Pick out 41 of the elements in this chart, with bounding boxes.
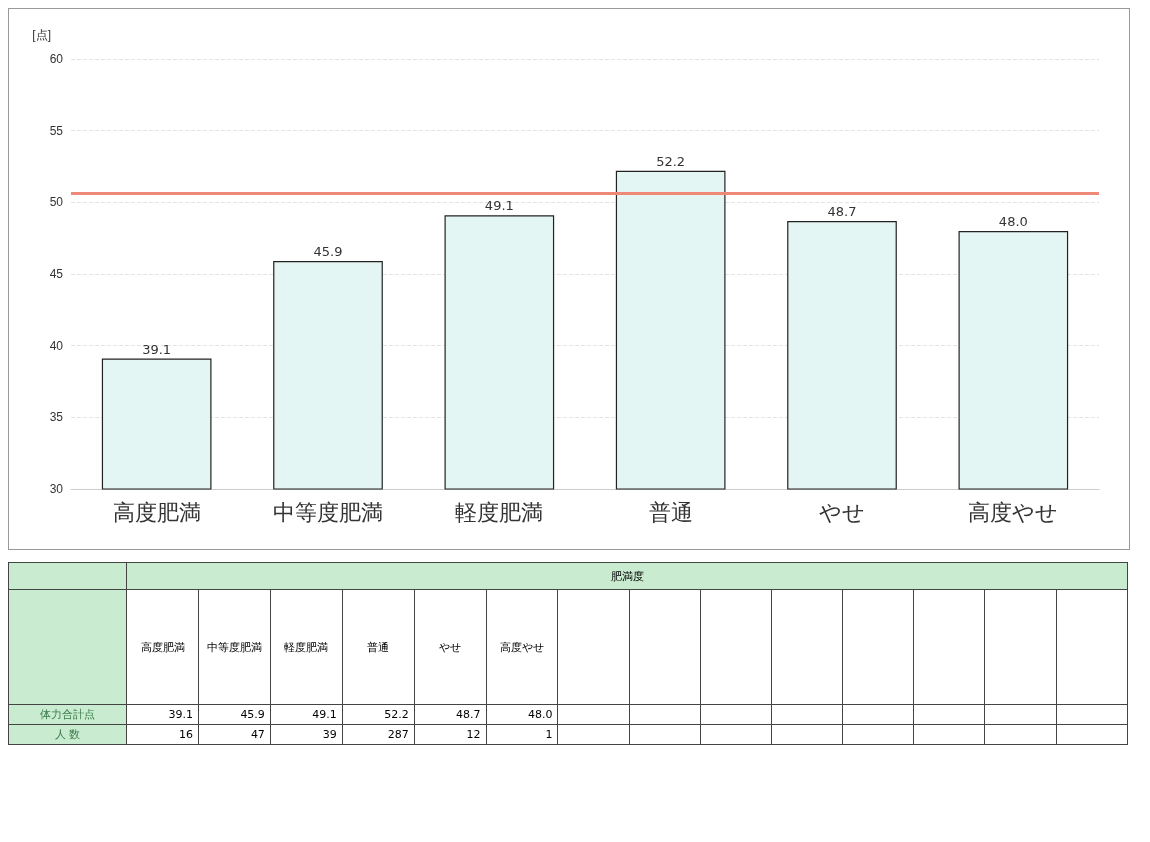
data-label: 45.9 [313,244,343,260]
category-label: 中等度肥満 [198,589,271,705]
data-label: 39 [270,724,343,745]
category-label: やせ [414,589,487,705]
y-tick-label: 45 [49,267,64,281]
y-tick-label: 35 [49,410,64,425]
data-label: 52.2 [656,153,686,169]
data-label: 52.2 [342,704,415,725]
data-label: 1 [486,724,558,745]
text: 体力合計点 [8,704,127,725]
data-label: 49.1 [270,704,343,725]
category-label: 高度肥満 [126,589,199,705]
data-label: 45.9 [198,704,271,725]
data-label: 12 [414,724,487,745]
category-label: 軽度肥満 [270,589,343,705]
x-tick-label: 軽度肥満 [455,499,544,525]
data-label: 16 [126,724,199,745]
data-label: 47 [198,724,271,745]
x-tick-label: やせ [819,499,865,525]
x-tick-label: 高度やせ [968,499,1059,525]
category-label: 高度やせ [486,589,558,705]
x-tick-label: 高度肥満 [112,499,201,525]
category-label: 普通 [342,589,415,705]
data-label: 39.1 [126,704,199,725]
data-label: 39.1 [142,341,172,357]
y-tick-label: 40 [49,338,64,353]
y-tick-label: 30 [49,482,64,496]
data-label: 48.7 [414,704,487,725]
text: 人 数 [8,724,127,745]
y-tick-label: 55 [49,123,64,138]
y-axis-title: [点] [32,28,51,42]
data-label: 48.7 [827,203,857,219]
data-label: 48.0 [998,214,1028,229]
y-tick-label: 60 [49,52,64,66]
x-tick-label: 普通 [648,499,693,525]
data-label: 287 [342,724,415,745]
y-tick-label: 50 [49,195,64,210]
data-label: 49.1 [484,198,514,214]
x-tick-label: 中等度肥満 [273,499,383,525]
data-label: 48.0 [486,704,558,725]
text: 肥満度 [126,562,1128,590]
